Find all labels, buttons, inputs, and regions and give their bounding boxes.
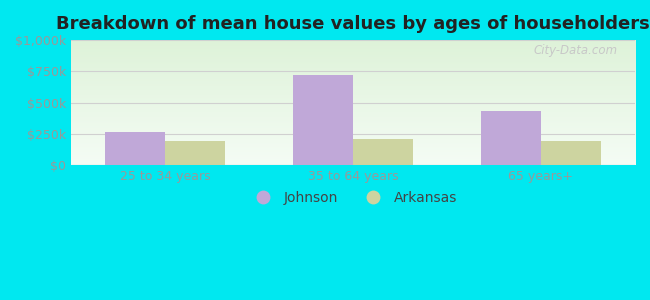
- Text: City-Data.com: City-Data.com: [534, 44, 618, 57]
- Bar: [293, 75, 353, 165]
- Title: Breakdown of mean house values by ages of householders: Breakdown of mean house values by ages o…: [56, 15, 650, 33]
- Bar: [353, 139, 413, 165]
- Bar: [541, 141, 601, 165]
- Bar: [481, 111, 541, 165]
- Bar: [105, 132, 165, 165]
- Legend: Johnson, Arkansas: Johnson, Arkansas: [243, 185, 463, 210]
- Bar: [165, 141, 225, 165]
